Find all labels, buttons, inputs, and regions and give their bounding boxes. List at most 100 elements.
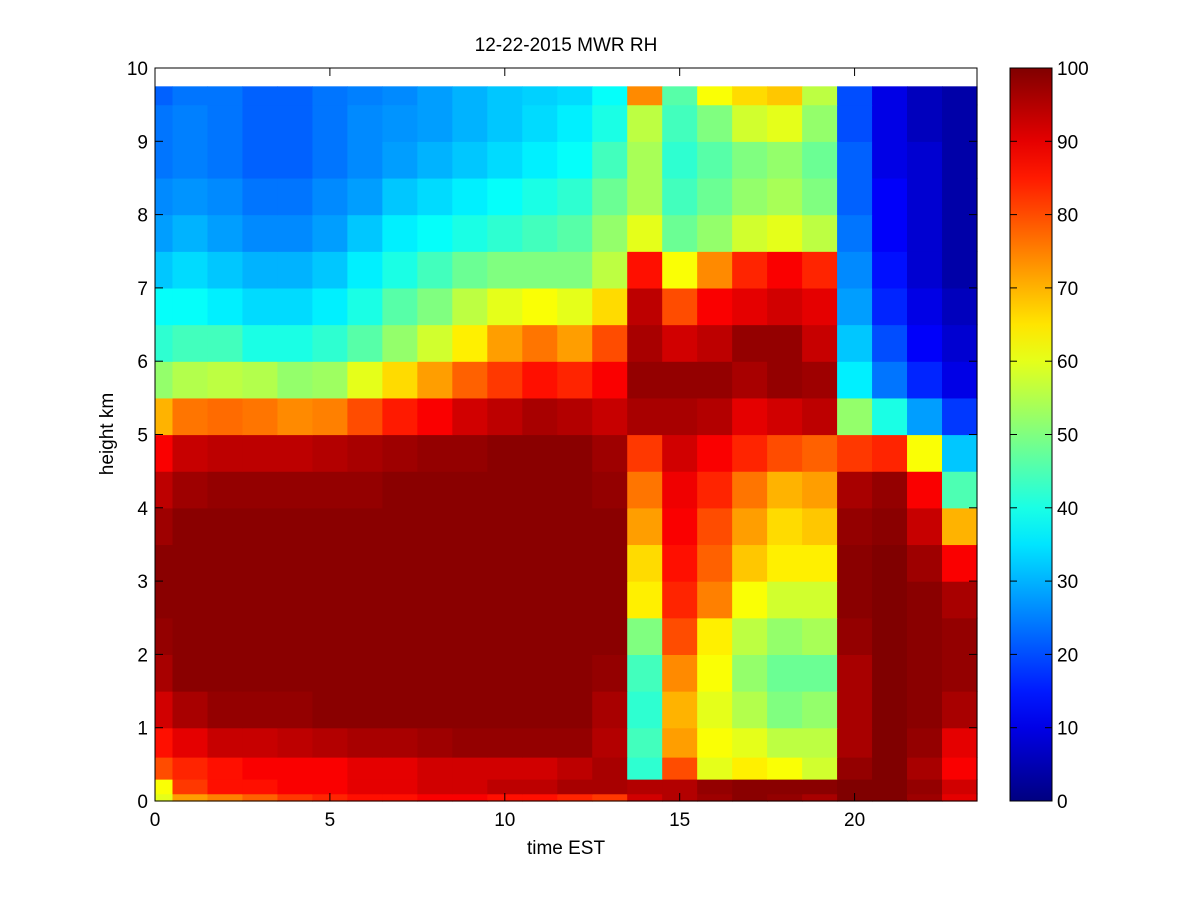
heatmap-cell — [522, 544, 558, 582]
heatmap-cell — [242, 86, 279, 106]
heatmap-cell — [155, 757, 174, 780]
heatmap-cell — [207, 779, 244, 795]
heatmap-cell — [872, 544, 908, 582]
heatmap-cell — [802, 691, 838, 729]
heatmap-cell — [312, 507, 348, 546]
heatmap-cell — [697, 251, 733, 289]
heatmap-cell — [802, 654, 838, 692]
heatmap-cell — [155, 793, 174, 802]
heatmap-cell — [942, 757, 978, 780]
heatmap-cell — [172, 779, 209, 795]
heatmap-cell — [207, 793, 244, 802]
heatmap-cell — [907, 141, 943, 179]
x-tick-label: 0 — [150, 810, 161, 831]
heatmap-cell — [557, 141, 593, 179]
heatmap-cell — [155, 727, 174, 758]
heatmap-cell — [592, 654, 628, 692]
heatmap-cell — [452, 471, 488, 509]
heatmap-cell — [662, 86, 698, 106]
heatmap-cell — [207, 86, 244, 106]
heatmap-cell — [155, 324, 174, 362]
heatmap-cell — [872, 104, 908, 142]
heatmap-cell — [627, 214, 663, 252]
heatmap-cell — [767, 617, 803, 655]
heatmap-cell — [907, 397, 943, 436]
heatmap-cell — [592, 779, 628, 795]
heatmap-cell — [207, 727, 244, 758]
heatmap-cell — [417, 324, 453, 362]
heatmap-cell — [417, 507, 453, 546]
heatmap-cell — [277, 141, 314, 179]
heatmap-cell — [627, 779, 663, 795]
heatmap-cell — [802, 214, 838, 252]
heatmap-cell — [452, 779, 488, 795]
heatmap-cell — [347, 104, 383, 142]
heatmap-cell — [242, 214, 279, 252]
heatmap-cell — [837, 544, 873, 582]
heatmap-cell — [802, 177, 838, 216]
heatmap-cell — [627, 287, 663, 326]
heatmap-cell — [557, 617, 593, 655]
y-tick-label: 4 — [137, 499, 148, 520]
heatmap-cell — [697, 177, 733, 216]
heatmap-cell — [487, 251, 523, 289]
heatmap-cell — [277, 324, 314, 362]
heatmap-cell — [347, 544, 383, 582]
heatmap-cell — [452, 507, 488, 546]
heatmap-cell — [767, 507, 803, 546]
heatmap-cell — [347, 507, 383, 546]
heatmap-cell — [697, 617, 733, 655]
heatmap-cell — [697, 507, 733, 546]
heatmap-cell — [557, 397, 593, 436]
heatmap-cell — [347, 654, 383, 692]
heatmap-cell — [627, 617, 663, 655]
heatmap-cell — [312, 86, 348, 106]
heatmap-cell — [592, 757, 628, 780]
heatmap-cell — [382, 434, 418, 472]
heatmap-cell — [627, 324, 663, 362]
heatmap-cell — [837, 757, 873, 780]
heatmap-cell — [767, 581, 803, 619]
heatmap-cell — [155, 544, 174, 582]
heatmap-cell — [487, 86, 523, 106]
heatmap-cell — [767, 397, 803, 436]
heatmap-cell — [732, 581, 768, 619]
heatmap-cell — [872, 507, 908, 546]
heatmap-cell — [242, 251, 279, 289]
heatmap-cell — [907, 654, 943, 692]
heatmap-cell — [417, 104, 453, 142]
heatmap-cell — [872, 361, 908, 399]
heatmap-cell — [347, 793, 383, 802]
y-tick-label: 10 — [127, 59, 148, 80]
chart-title: 12-22-2015 MWR RH — [475, 35, 658, 56]
heatmap-cell — [767, 434, 803, 472]
heatmap-cell — [207, 617, 244, 655]
heatmap-cell — [155, 214, 174, 252]
colorbar-tick-label: 40 — [1057, 499, 1078, 520]
heatmap-cell — [207, 471, 244, 509]
heatmap-cell — [697, 141, 733, 179]
heatmap-cell — [452, 581, 488, 619]
heatmap-cell — [207, 177, 244, 216]
heatmap-cell — [382, 654, 418, 692]
heatmap-cell — [697, 104, 733, 142]
heatmap-cell — [697, 214, 733, 252]
heatmap-cell — [452, 214, 488, 252]
heatmap-cell — [732, 727, 768, 758]
heatmap-cell — [242, 617, 279, 655]
heatmap-cell — [627, 361, 663, 399]
heatmap-cell — [662, 104, 698, 142]
heatmap-cell — [802, 324, 838, 362]
heatmap-cell — [522, 86, 558, 106]
y-axis-ticks: 0 1 2 3 4 5 6 7 8 9 10 — [127, 59, 977, 813]
heatmap-cell — [242, 471, 279, 509]
x-tick-label: 10 — [494, 810, 515, 831]
y-tick-label: 9 — [137, 132, 148, 153]
heatmap-cell — [452, 727, 488, 758]
y-tick-label: 2 — [137, 645, 148, 666]
y-axis-label: height km — [97, 393, 118, 475]
colorbar-ticks: 0 10 20 30 40 50 60 70 80 90 100 — [1010, 59, 1089, 813]
heatmap-cell — [417, 727, 453, 758]
heatmap-cell — [767, 177, 803, 216]
heatmap-cell — [942, 287, 978, 326]
